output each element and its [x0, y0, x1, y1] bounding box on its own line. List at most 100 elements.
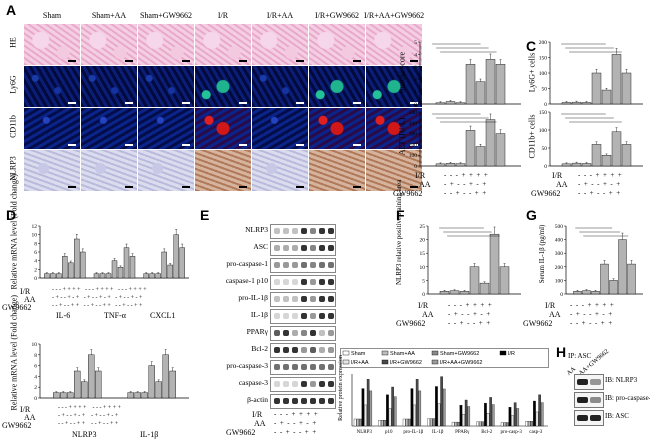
cond-ir-e: I/R — [252, 410, 263, 419]
wb-label-bactin: β-actin — [247, 395, 268, 404]
protein-bar — [516, 408, 520, 427]
y-tick-label: 50 — [542, 146, 548, 152]
image-he-ir-gw — [309, 24, 365, 65]
bar — [148, 365, 155, 399]
legend-4: I/R+AA — [351, 360, 369, 366]
bar — [469, 266, 480, 295]
bar — [93, 273, 100, 279]
signs-ir-f: - - - + + + + — [448, 301, 492, 309]
y-tick-label: 2 — [414, 77, 417, 83]
protein-bar — [359, 418, 362, 427]
protein-bar — [415, 379, 419, 427]
y-tick-label: 10 — [32, 233, 38, 239]
signs-ir-g: - - - + + + + — [570, 301, 614, 309]
signs-aa-g: - + - - + - + — [570, 310, 613, 318]
cond-gw-c: GW9662 — [531, 189, 561, 198]
mrna-chart-top: 0 2 4 6 8 10 12 — [32, 224, 189, 282]
wb-row-bcl2 — [270, 343, 336, 358]
y-tick-label: 4 — [414, 52, 417, 58]
image-cd11b-ir-gw — [309, 108, 365, 149]
bar — [143, 273, 149, 279]
d-ytitle-bottom: Relative mRNA level (Fold change) — [9, 294, 19, 411]
protein-bar — [364, 404, 367, 427]
y-tick-label: 50 — [542, 87, 548, 93]
wb-label-asc: ASC — [253, 242, 268, 251]
protein-bar — [451, 421, 455, 427]
legend-5: I/R+GW9662 — [390, 360, 422, 366]
bar — [465, 130, 476, 167]
wb-label-bcl2: Bcl-2 — [251, 344, 268, 353]
panel-label-g: G — [526, 207, 537, 223]
protein-bar — [429, 418, 433, 427]
image-cd11b-sham — [24, 108, 80, 149]
alt-chart: 0 100 200 300 400 500 — [409, 110, 521, 170]
bar — [499, 266, 510, 295]
y-tick-label: 1 — [414, 90, 417, 96]
legend-6: I/R+AA+GW9662 — [440, 360, 483, 366]
c-ytitle-ly6g: Ly6G+ cells — [527, 52, 537, 93]
bar — [173, 234, 179, 279]
y-tick-label: 200 — [555, 265, 564, 271]
protein-bar — [530, 421, 534, 427]
image-ly6g-sham-gw — [138, 66, 194, 107]
cond-ir-d2: I/R — [20, 405, 31, 414]
cond-gw-e: GW9662 — [226, 428, 256, 437]
signs-gw-c: - - + - - + + — [578, 189, 621, 197]
bar — [489, 233, 500, 295]
d-ytitle-top: Relative mRNA level (Fold change) — [9, 173, 19, 290]
protein-bar — [527, 421, 531, 427]
cond-aa-c: AA — [556, 180, 568, 189]
bar — [162, 354, 169, 399]
wb-row-il1b — [270, 309, 336, 324]
suzuki-chart: 0 1 2 3 4 5 — [414, 40, 521, 108]
signs-ir-c: - - - + + + + — [578, 171, 622, 179]
image-nlrp3-ir — [195, 150, 251, 191]
nlrp3-area-chart: 0 5 10 15 20 25 — [420, 224, 521, 298]
bar — [485, 119, 496, 167]
protein-category-label: NLRP3 — [357, 430, 373, 435]
bar — [88, 354, 95, 399]
bar — [149, 273, 155, 279]
cond-gw-d1: GW9662 — [2, 303, 32, 312]
bar — [439, 291, 450, 295]
bar — [479, 282, 490, 295]
cond-aa-b: AA — [419, 180, 431, 189]
cond-aa-d2: AA — [24, 413, 36, 422]
y-tick-label: 100 — [539, 71, 548, 77]
b-ytitle-alt: ALT (IU/L) — [397, 117, 407, 156]
legend-box: Sham Sham+AA Sham+GW9662 I/R I/R+AA I/R+… — [340, 348, 549, 368]
signs-aa-d1: - + - - + - + - + - - + - + - + - - + - … — [52, 295, 143, 301]
protein-bar — [500, 422, 504, 427]
bar — [435, 102, 446, 105]
col-title-sham-aa: Sham+AA — [91, 11, 127, 20]
bar — [62, 256, 68, 279]
f-ytitle: NLRP3 relative positive staining area — [395, 179, 403, 285]
bar — [68, 262, 74, 279]
bar — [435, 163, 446, 167]
protein-category-label: p10 — [385, 430, 393, 435]
wb-label-casp3: caspase-3 — [238, 378, 268, 387]
bar — [155, 381, 162, 399]
bar — [95, 370, 102, 399]
protein-bar — [484, 402, 487, 427]
protein-bar — [508, 407, 512, 427]
h-blot-asc — [574, 410, 604, 426]
protein-bar — [440, 376, 443, 427]
y-tick-label: 200 — [539, 40, 548, 46]
bar — [571, 162, 582, 167]
signs-aa-e: - + - - + - + — [274, 419, 317, 427]
protein-bar — [356, 418, 360, 427]
y-tick-label: 5 — [422, 278, 425, 284]
col-title-sham-gw: Sham+GW9662 — [139, 11, 193, 20]
wb-label-procasp1: pro-caspase-1 — [226, 259, 268, 268]
b-ytitle-suzuki: Suzuki score — [397, 51, 407, 94]
bar — [581, 163, 592, 167]
signs-gw-f: - - + - - + + — [448, 319, 491, 327]
bar — [50, 273, 56, 279]
bar — [561, 102, 572, 105]
panel-label-h: H — [556, 344, 567, 360]
bar — [591, 72, 602, 105]
bar — [465, 64, 476, 105]
y-tick-label: 0 — [560, 292, 563, 298]
e-ytitle: Relative protein expression — [338, 355, 344, 421]
